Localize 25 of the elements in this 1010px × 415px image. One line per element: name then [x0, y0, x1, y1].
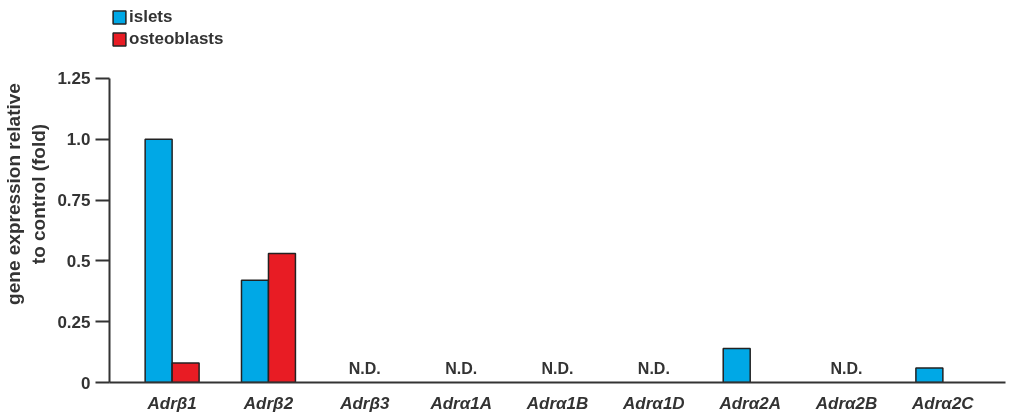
- x-tick-label: Adrα2B: [814, 393, 878, 413]
- bar: [722, 347, 751, 383]
- annotation: N.D.: [637, 359, 670, 377]
- y-axis-title: gene expression relative to control (fold): [3, 83, 50, 305]
- y-tick-label: 0.75: [57, 191, 91, 211]
- x-tick-label: Adrα2A: [718, 393, 781, 413]
- y-tick-label: 0.5: [66, 251, 91, 271]
- y-tick-label: 0: [81, 373, 91, 393]
- bar: [915, 367, 944, 383]
- annotation: N.D.: [348, 359, 381, 377]
- x-tick-label: Adrα1B: [525, 393, 589, 413]
- y-tick-label: 0.25: [57, 312, 91, 332]
- x-tick-label: Adrβ3: [339, 393, 390, 413]
- x-tick-label: Adrα1D: [622, 393, 685, 413]
- annotation: N.D.: [541, 359, 574, 377]
- x-tick-label: Adrβ2: [242, 393, 294, 413]
- legend-label: islets: [129, 7, 173, 27]
- annotation: N.D.: [445, 359, 478, 377]
- x-tick-label: Adrα1A: [429, 393, 492, 413]
- x-tick-label: Adrα2C: [911, 393, 975, 413]
- x-tick-label: Adrβ1: [146, 393, 197, 413]
- annotation: N.D.: [830, 359, 863, 377]
- y-tick-label: 1.0: [66, 130, 91, 150]
- y-tick-label: 1.25: [57, 69, 91, 89]
- legend-label: osteoblasts: [129, 29, 224, 49]
